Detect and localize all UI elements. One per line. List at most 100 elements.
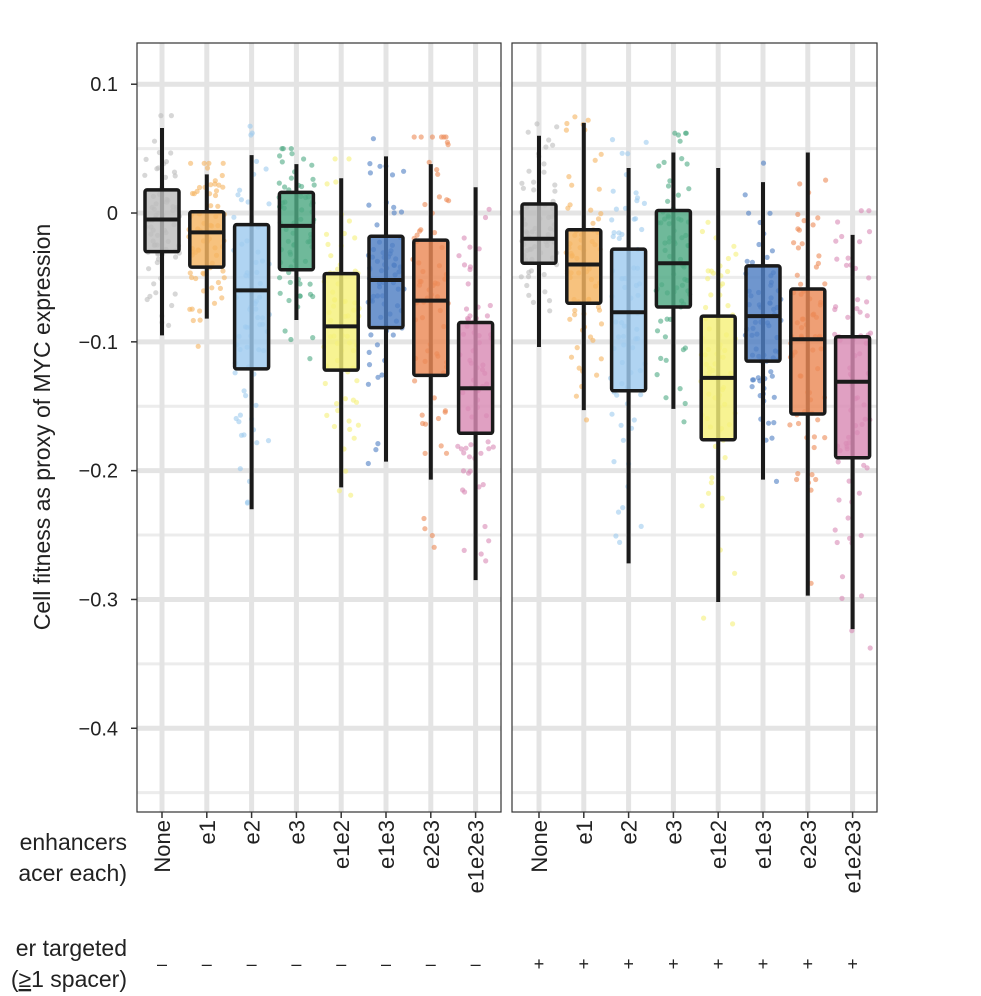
- data-point: [487, 302, 493, 309]
- data-point: [172, 291, 178, 297]
- data-point: [616, 235, 622, 241]
- data-point: [484, 313, 490, 319]
- data-point: [699, 503, 705, 509]
- promoter-marker: –: [471, 954, 481, 974]
- data-point: [467, 468, 473, 474]
- data-point: [813, 476, 819, 483]
- data-point: [460, 468, 467, 474]
- data-point: [823, 177, 829, 183]
- data-point: [746, 210, 752, 216]
- data-point: [661, 159, 667, 165]
- data-point: [708, 480, 715, 486]
- data-point: [143, 156, 149, 162]
- data-point: [277, 290, 283, 296]
- data-point: [412, 378, 418, 384]
- data-point: [809, 472, 815, 478]
- data-point: [266, 201, 272, 207]
- data-point: [845, 255, 851, 261]
- data-point: [366, 202, 372, 208]
- data-point: [598, 356, 604, 362]
- data-point: [794, 476, 800, 483]
- data-point: [209, 285, 215, 291]
- x-category-label: e1e2: [329, 820, 354, 869]
- data-point: [456, 253, 462, 259]
- data-point: [155, 256, 162, 262]
- data-point: [483, 558, 489, 564]
- data-point: [795, 471, 801, 477]
- data-point: [749, 259, 756, 265]
- x-category-label: e1e2e3: [464, 820, 489, 893]
- data-point: [518, 274, 524, 280]
- data-point: [162, 174, 169, 180]
- data-point: [665, 183, 672, 189]
- data-point: [683, 130, 689, 136]
- data-point: [352, 235, 358, 241]
- data-point: [526, 292, 532, 298]
- data-point: [480, 482, 486, 488]
- data-point: [482, 523, 488, 530]
- data-point: [680, 347, 687, 353]
- data-point: [335, 407, 341, 414]
- data-point: [422, 201, 428, 208]
- data-point: [554, 124, 560, 130]
- data-point: [220, 160, 226, 166]
- data-point: [301, 156, 307, 162]
- data-point: [391, 210, 397, 216]
- data-point: [590, 220, 596, 226]
- panel-frame: [136, 42, 502, 813]
- data-point: [461, 235, 467, 241]
- data-point: [187, 270, 193, 276]
- data-point: [401, 168, 407, 174]
- data-point: [595, 304, 602, 310]
- data-point: [368, 332, 374, 338]
- x-category-label: e3: [284, 820, 309, 844]
- promoter-marker: –: [336, 954, 346, 974]
- data-point: [546, 298, 553, 304]
- data-point: [232, 370, 238, 376]
- data-point: [656, 163, 662, 169]
- promoter-marker: –: [247, 954, 257, 974]
- data-point: [658, 355, 664, 361]
- data-point: [525, 129, 531, 135]
- data-point: [834, 539, 840, 546]
- box-e1e2: [322, 271, 360, 372]
- data-point: [677, 386, 683, 392]
- data-point: [346, 418, 352, 424]
- data-point: [585, 117, 591, 123]
- y-tick-label: 0: [107, 203, 118, 225]
- data-point: [681, 419, 687, 425]
- promoter-marker: +: [668, 954, 679, 974]
- data-point: [526, 168, 532, 174]
- data-point: [834, 256, 840, 262]
- data-point: [856, 490, 863, 496]
- data-point: [569, 182, 575, 188]
- data-point: [663, 395, 669, 401]
- data-point: [328, 253, 334, 259]
- data-point: [725, 303, 731, 309]
- data-point: [797, 181, 803, 187]
- data-point: [610, 233, 616, 240]
- x-category-label: e1e3: [374, 820, 399, 869]
- data-point: [846, 478, 852, 484]
- data-point: [572, 307, 578, 314]
- boxes-layer: [143, 122, 872, 630]
- data-point: [374, 342, 380, 348]
- data-point: [773, 478, 780, 484]
- data-point: [731, 243, 737, 249]
- data-point: [431, 395, 437, 401]
- data-point: [196, 184, 203, 191]
- data-point: [310, 335, 316, 341]
- data-point: [365, 381, 371, 387]
- data-point: [709, 475, 715, 481]
- data-point: [833, 238, 839, 244]
- data-point: [620, 505, 626, 511]
- data-point: [576, 365, 582, 371]
- data-point: [422, 526, 428, 532]
- data-point: [703, 304, 709, 311]
- data-point: [307, 291, 314, 297]
- data-point: [429, 134, 435, 140]
- data-point: [476, 484, 482, 490]
- data-point: [441, 134, 447, 140]
- data-point: [583, 417, 590, 423]
